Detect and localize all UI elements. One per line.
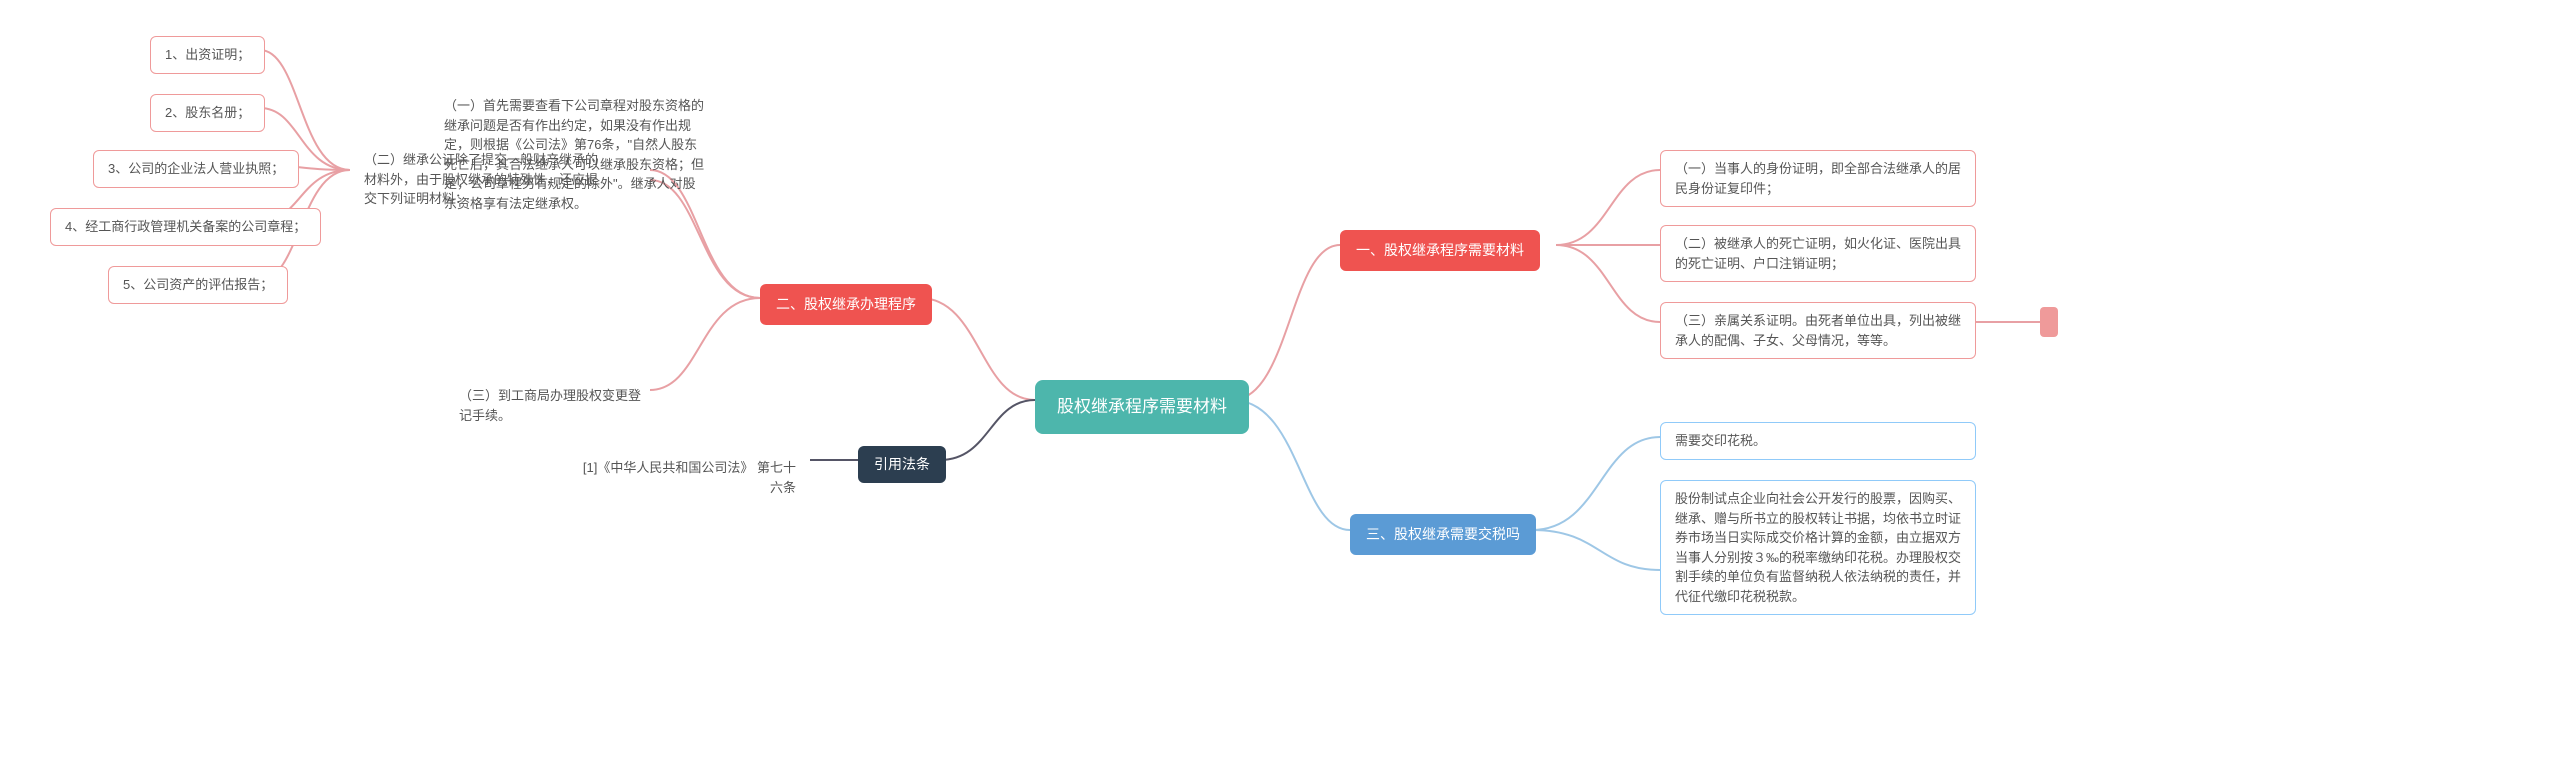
s1-item-2: （二）被继承人的死亡证明，如火化证、医院出具的死亡证明、户口注销证明； (1660, 225, 1976, 282)
s1-item-1: （一）当事人的身份证明，即全部合法继承人的居民身份证复印件； (1660, 150, 1976, 207)
s2-n2-item-5: 5、公司资产的评估报告； (108, 266, 288, 304)
s1-item-3: （三）亲属关系证明。由死者单位出具，列出被继承人的配偶、子女、父母情况，等等。 (1660, 302, 1976, 359)
s2-n2-item-1: 1、出资证明； (150, 36, 265, 74)
s2-n3: （三）到工商局办理股权变更登记手续。 (445, 378, 665, 433)
s2-n2-item-3: 3、公司的企业法人营业执照； (93, 150, 299, 188)
branch-s1: 一、股权继承程序需要材料 (1340, 230, 1540, 271)
branch-s2: 二、股权继承办理程序 (760, 284, 932, 325)
s2-n2: （二）继承公证除了提交一般财产继承的材料外，由于股权继承的特殊性，还应提交下列证… (350, 142, 622, 217)
s1-stub (2040, 307, 2058, 337)
law-ref: [1]《中华人民共和国公司法》 第七十六条 (560, 450, 810, 505)
branch-law: 引用法条 (858, 446, 946, 483)
s2-n2-item-2: 2、股东名册； (150, 94, 265, 132)
s3-item-2: 股份制试点企业向社会公开发行的股票，因购买、继承、赠与所书立的股权转让书据，均依… (1660, 480, 1976, 615)
s2-n2-item-4: 4、经工商行政管理机关备案的公司章程； (50, 208, 321, 246)
root-node: 股权继承程序需要材料 (1035, 380, 1249, 434)
branch-s3: 三、股权继承需要交税吗 (1350, 514, 1536, 555)
connectors-layer (0, 0, 2560, 783)
s3-item-1: 需要交印花税。 (1660, 422, 1976, 460)
